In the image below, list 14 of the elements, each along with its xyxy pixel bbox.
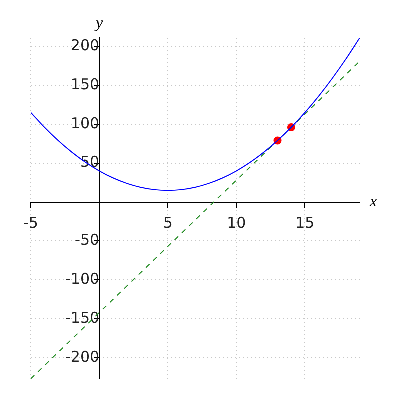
x-tick-label: 5 bbox=[163, 214, 173, 232]
x-tick-label: -5 bbox=[24, 214, 38, 232]
y-tick-label: -50 bbox=[75, 231, 100, 250]
x-tick-label: 10 bbox=[227, 214, 246, 232]
y-tick-label: -200 bbox=[65, 348, 100, 366]
y-tick-label: -150 bbox=[65, 308, 100, 327]
x-axis-title: x bbox=[369, 193, 378, 210]
y-tick-label: 200 bbox=[70, 36, 100, 54]
y-tick-label: 150 bbox=[70, 75, 100, 94]
x-tick-label: 15 bbox=[296, 214, 315, 232]
y-tick-label: 100 bbox=[70, 114, 100, 132]
line-series bbox=[31, 38, 360, 192]
y-axis-title: y bbox=[94, 15, 104, 32]
y-tick-label: -100 bbox=[65, 270, 100, 288]
